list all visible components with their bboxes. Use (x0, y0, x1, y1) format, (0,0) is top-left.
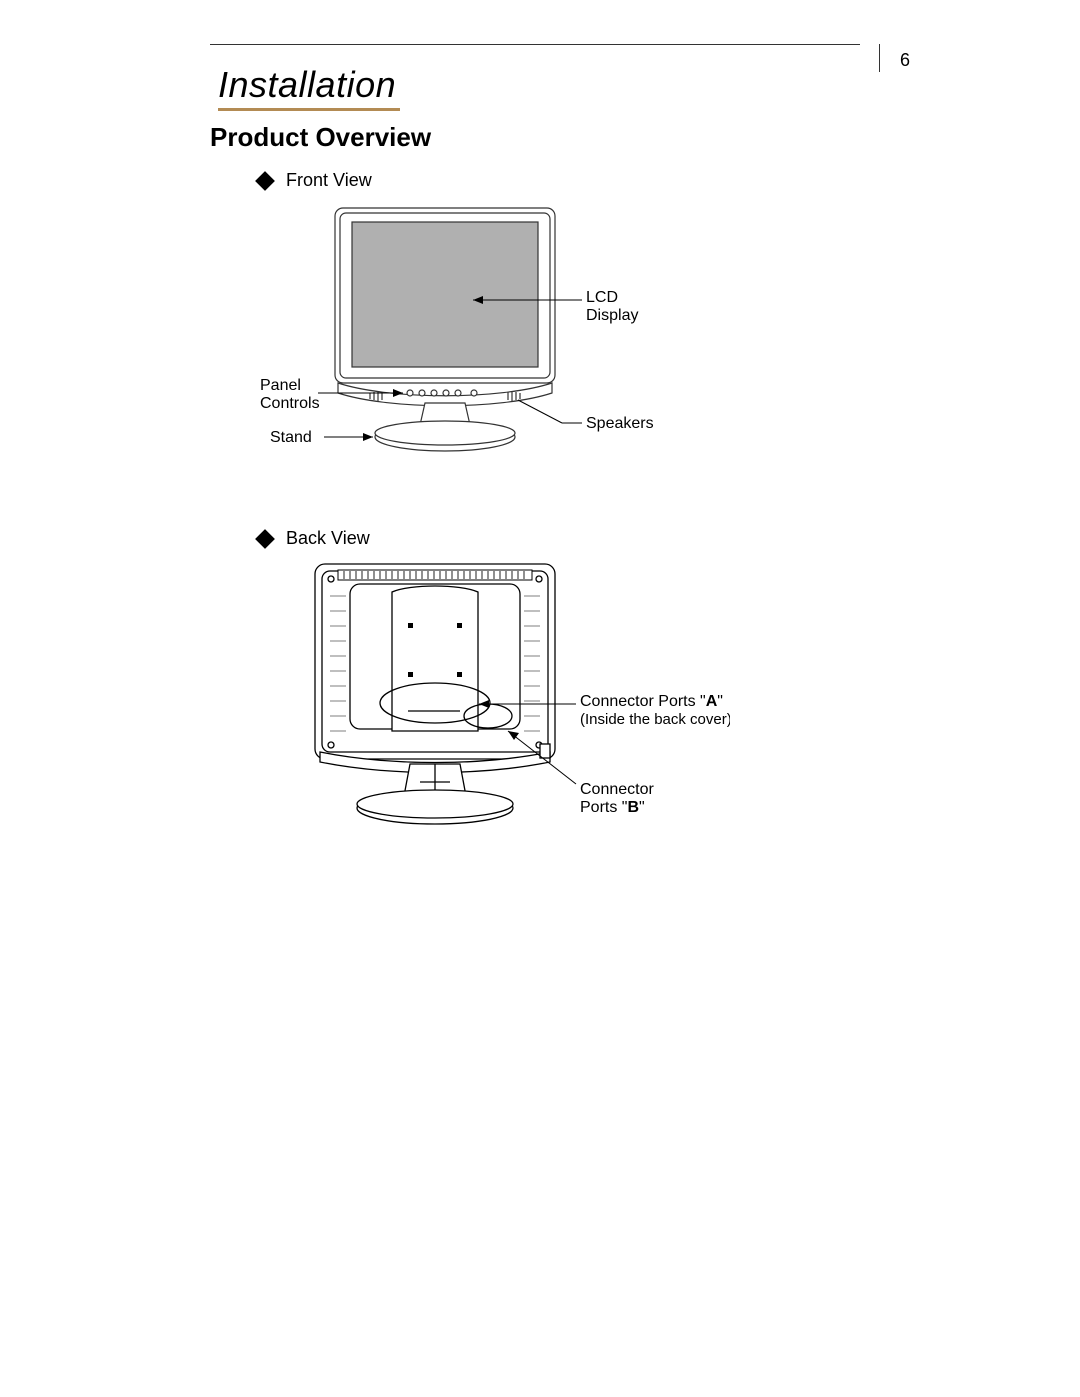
subsection-title: Product Overview (210, 122, 431, 153)
diamond-icon (255, 171, 275, 191)
back-view-figure: Connector Ports "A" (Inside the back cov… (260, 556, 730, 856)
manual-page: 6 Installation Product Overview Front Vi… (0, 0, 1080, 1397)
stand-callout: Stand (270, 429, 373, 446)
front-view-bullet: Front View (258, 170, 372, 191)
panel-controls-label-l2: Controls (260, 395, 320, 412)
conn-b-line1: Connector (580, 781, 654, 798)
speakers-label: Speakers (586, 415, 654, 432)
conn-a-line1: Connector Ports "A" (580, 693, 723, 710)
page-number: 6 (900, 50, 910, 71)
back-view-heading: Back View (286, 528, 370, 549)
back-monitor-svg: Connector Ports "A" (Inside the back cov… (260, 556, 730, 856)
speakers-callout: Speakers (518, 400, 654, 432)
conn-b-line2: Ports "B" (580, 799, 645, 816)
section-title: Installation (218, 64, 400, 111)
back-view-bullet: Back View (258, 528, 370, 549)
panel-controls-label-l1: Panel (260, 377, 301, 394)
front-view-heading: Front View (286, 170, 372, 191)
top-rule (210, 44, 860, 46)
diamond-icon (255, 529, 275, 549)
stand-label: Stand (270, 429, 312, 446)
front-view-figure: LCD Display Panel Controls Speakers Stan (260, 200, 730, 460)
page-number-divider (879, 44, 880, 72)
lcd-display-label-l2: Display (586, 307, 638, 324)
front-monitor-svg: LCD Display Panel Controls Speakers Stan (260, 200, 730, 460)
lcd-display-label-l1: LCD (586, 289, 618, 306)
conn-a-line2: (Inside the back cover) (580, 711, 730, 728)
